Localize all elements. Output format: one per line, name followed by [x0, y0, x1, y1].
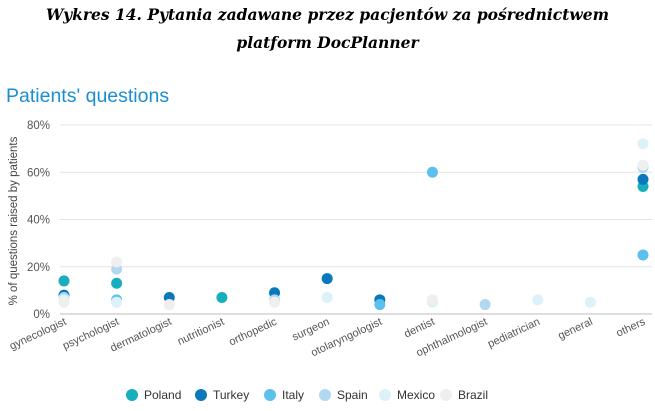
chart-title: Patients' questions: [6, 85, 170, 107]
data-point: [637, 249, 649, 261]
y-axis-ticks: 0% 20% 40% 60% 80%: [27, 120, 50, 321]
y-axis-label: % of questions raised by patients: [8, 136, 20, 305]
legend-label: Italy: [282, 388, 304, 402]
legend-swatch: [195, 389, 207, 401]
x-tick-label: nutritionist: [176, 316, 227, 348]
x-tick-label: gynecologist: [8, 316, 68, 353]
data-point: [163, 299, 175, 311]
y-tick-label: 40%: [27, 215, 50, 227]
data-point: [321, 291, 333, 303]
legend-label: Spain: [337, 388, 368, 402]
legend-swatch: [264, 389, 276, 401]
legend-swatch: [379, 389, 391, 401]
y-tick-label: 0%: [33, 309, 50, 321]
figure-caption-line-1: Wykres 14. Pytania zadawane przez pacjen…: [46, 5, 609, 24]
data-point: [58, 275, 70, 287]
legend-label: Poland: [144, 388, 181, 402]
gridlines: [60, 124, 652, 315]
y-tick-label: 20%: [27, 262, 50, 274]
x-tick-label: pediatrician: [486, 316, 542, 351]
legend-swatch: [319, 389, 331, 401]
data-point: [426, 294, 438, 306]
data-point: [111, 296, 123, 308]
data-point: [637, 159, 649, 171]
x-tick-label: others: [614, 316, 647, 340]
data-point: [111, 256, 123, 268]
data-point: [216, 291, 228, 303]
legend-label: Turkey: [213, 388, 249, 402]
data-point: [584, 296, 596, 308]
data-point: [637, 173, 649, 185]
data-point: [58, 296, 70, 308]
legend-label: Mexico: [397, 388, 435, 402]
figure-caption-line-2: platform DocPlanner: [236, 33, 419, 52]
legend-swatch: [440, 389, 452, 401]
data-point: [426, 166, 438, 178]
x-tick-label: surgeon: [290, 316, 331, 344]
data-point: [321, 273, 333, 285]
x-tick-label: general: [556, 316, 594, 342]
y-tick-label: 60%: [27, 167, 50, 179]
y-tick-label: 80%: [27, 120, 50, 132]
data-point: [479, 299, 491, 311]
data-point: [637, 138, 649, 150]
data-point: [111, 277, 123, 289]
data-points: [58, 138, 649, 311]
legend-swatch: [126, 389, 138, 401]
legend-label: Brazil: [458, 388, 488, 402]
x-tick-label: dentist: [402, 316, 436, 341]
x-tick-label: orthopedic: [227, 316, 279, 349]
data-point: [269, 296, 281, 308]
data-point: [532, 294, 544, 306]
data-point: [374, 299, 386, 311]
legend: Poland Turkey Italy Spain Mexico Brazil: [126, 388, 488, 402]
